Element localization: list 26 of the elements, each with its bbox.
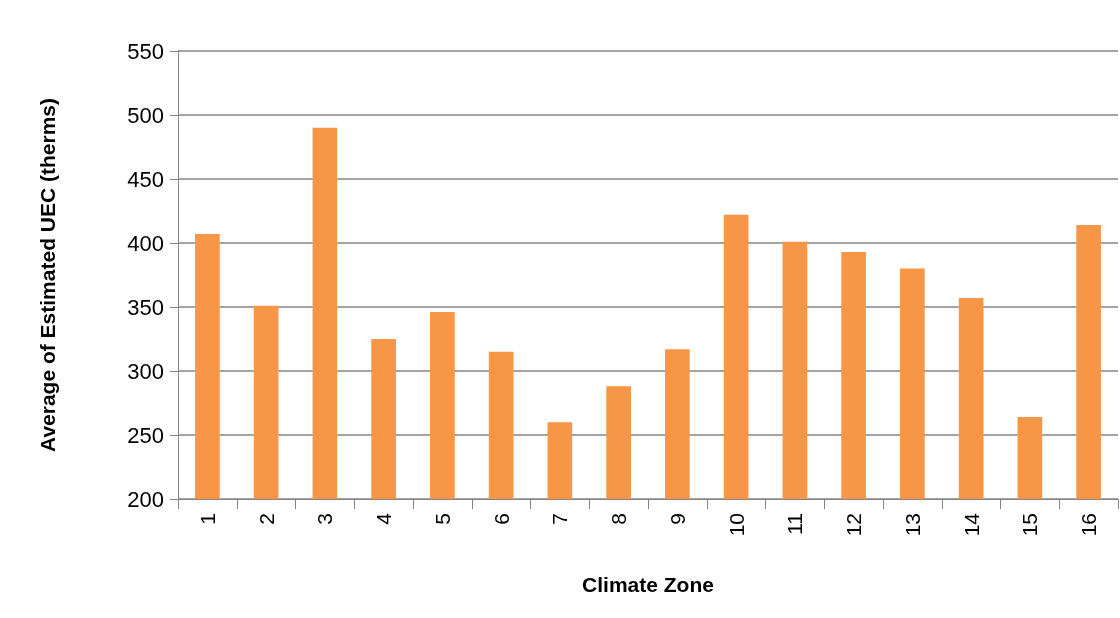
- x-tick-label: 3: [313, 513, 337, 525]
- y-tick-label: 550: [127, 38, 164, 64]
- x-tick-label: 6: [489, 513, 513, 525]
- x-tick-label: 4: [372, 512, 396, 525]
- x-tick-label: 14: [959, 512, 983, 537]
- y-tick-label: 500: [127, 102, 164, 128]
- x-tick-label: 8: [607, 513, 631, 525]
- x-tick-label: 9: [665, 513, 689, 525]
- x-tick-label: 7: [548, 513, 572, 525]
- y-tick-label: 300: [127, 358, 164, 384]
- y-tick-label: 200: [127, 486, 164, 512]
- x-tick-label: 12: [842, 513, 866, 537]
- x-tick-label: 1: [195, 513, 219, 525]
- y-tick-label: 350: [127, 294, 164, 320]
- x-tick-label: 11: [783, 513, 807, 535]
- x-tick-label: 5: [430, 513, 454, 525]
- x-tick-label: 2: [254, 513, 278, 525]
- x-tick-label: 10: [724, 513, 748, 537]
- x-tick-label: 13: [900, 513, 924, 537]
- y-axis-title: Average of Estimated UEC (therms): [36, 98, 59, 452]
- y-tick-label: 400: [127, 230, 164, 256]
- x-tick-label: 15: [1018, 513, 1042, 537]
- y-tick-label: 450: [127, 166, 164, 192]
- y-tick-label: 250: [127, 422, 164, 448]
- x-axis-title: Climate Zone: [582, 573, 714, 596]
- x-tick-label: 16: [1077, 513, 1101, 537]
